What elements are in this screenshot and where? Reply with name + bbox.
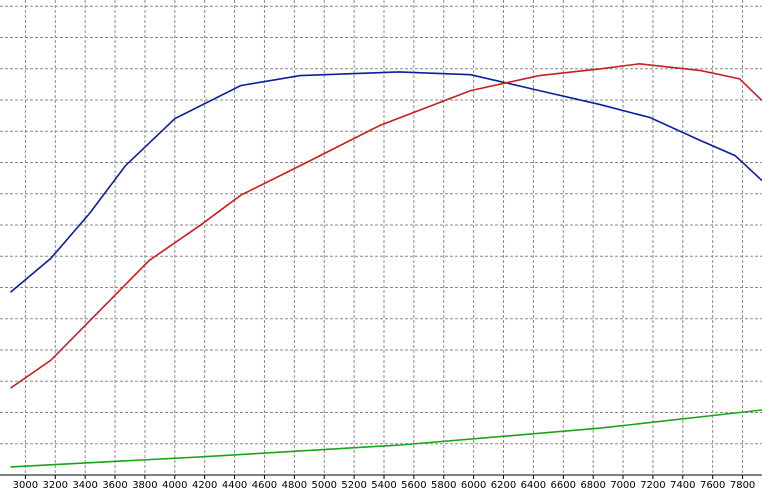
x-tick-label: 3000: [13, 480, 38, 491]
line: [10, 409, 762, 468]
x-tick-label: 4800: [282, 480, 307, 491]
x-tick-label: 4000: [162, 480, 187, 491]
x-tick-label: 7200: [640, 480, 665, 491]
x-tick-label: 7000: [610, 480, 635, 491]
x-tick-label: 7600: [700, 480, 725, 491]
x-tick-label: 6800: [580, 480, 605, 491]
x-tick-label: 3400: [72, 480, 97, 491]
x-tick-label: 6600: [551, 480, 576, 491]
x-tick-label: 6200: [491, 480, 516, 491]
x-tick-label: 4200: [192, 480, 217, 491]
x-tick-label: 3800: [132, 480, 157, 491]
line: [10, 62, 762, 389]
x-tick-label: 4400: [222, 480, 247, 491]
x-tick-label: 6400: [521, 480, 546, 491]
x-tick-label: 7400: [670, 480, 695, 491]
x-tick-label: 5600: [401, 480, 426, 491]
x-tick-label: 3200: [43, 480, 68, 491]
x-tick-label: 5400: [371, 480, 396, 491]
x-tick-label: 5800: [431, 480, 456, 491]
x-tick-label: 3600: [102, 480, 127, 491]
x-tick-label: 5200: [341, 480, 366, 491]
x-tick-label: 7800: [730, 480, 755, 491]
x-tick-label: 4600: [252, 480, 277, 491]
line: [9, 71, 762, 293]
x-tick-label: 5000: [311, 480, 336, 491]
x-tick-label: 6000: [461, 480, 486, 491]
